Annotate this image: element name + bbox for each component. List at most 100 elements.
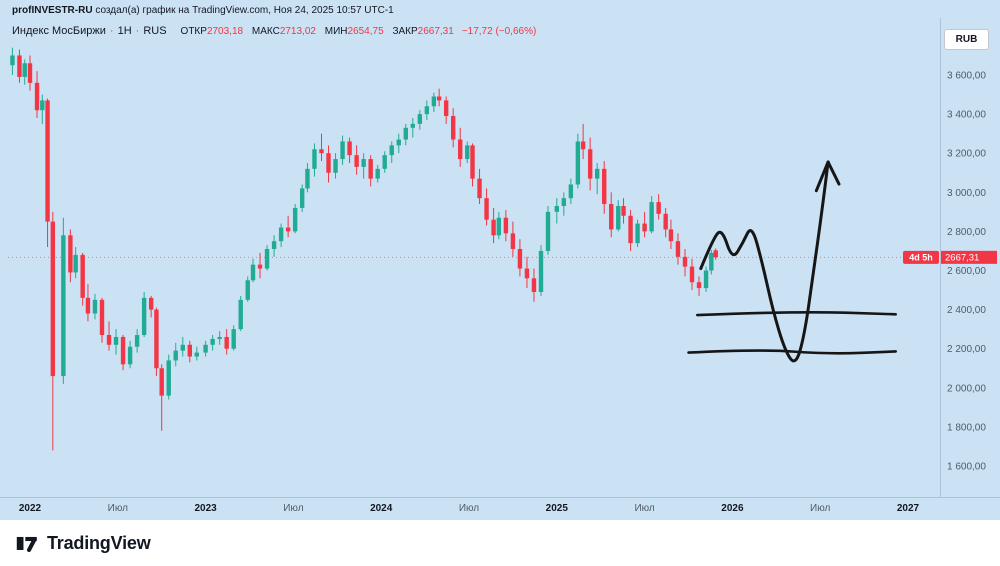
attribution-text: создал(а) график на TradingView.com, Ноя… <box>92 5 394 16</box>
candle <box>361 153 366 179</box>
candle <box>496 211 502 240</box>
price-axis-label: 3 200,00 <box>947 149 986 160</box>
time-axis-label: Июл <box>810 503 830 514</box>
candle <box>375 164 380 183</box>
candle <box>231 325 236 351</box>
time-axis-label: Июл <box>459 503 479 514</box>
candle <box>292 204 298 234</box>
price-axis-label: 2 800,00 <box>947 227 986 238</box>
candle <box>250 258 256 283</box>
price-axis-label: 1 800,00 <box>947 422 986 433</box>
candle <box>99 297 105 343</box>
hand-drawn-annotation <box>687 160 898 363</box>
candle <box>27 55 33 91</box>
market-label: RUS <box>143 25 167 37</box>
candle <box>45 98 50 248</box>
author-name: profINVESTR-RU <box>12 5 93 16</box>
candle <box>106 321 112 351</box>
candle <box>389 141 394 163</box>
candle <box>85 284 91 322</box>
tradingview-logo-icon[interactable] <box>14 530 40 556</box>
candle <box>217 331 222 345</box>
price-axis-label: 3 000,00 <box>947 188 986 199</box>
candle <box>628 209 633 251</box>
ohlc-values: ОТКР2703,18 МАКС2713,02 МИН2654,75 ЗАКР2… <box>175 26 454 37</box>
candle <box>127 340 133 369</box>
candle <box>656 194 661 220</box>
candlestick-series <box>10 47 718 451</box>
candle <box>668 219 674 249</box>
timeframe-label[interactable]: 1Н <box>117 25 132 37</box>
candle <box>524 256 530 289</box>
tradingview-wordmark[interactable]: TradingView <box>47 532 151 553</box>
arrow-head-barb <box>814 160 830 193</box>
time-axis-label: Июл <box>108 503 128 514</box>
candle <box>417 110 423 130</box>
time-axis-label: 2025 <box>546 503 569 514</box>
open-value: 2703,18 <box>206 25 244 37</box>
time-axis-label: 2022 <box>19 503 42 514</box>
projection-arrow-path <box>699 160 830 363</box>
candle <box>224 329 229 355</box>
bar-countdown-text: 4d 5h <box>909 252 933 262</box>
close-value: 2667,31 <box>417 25 454 37</box>
symbol-title[interactable]: Индекс МосБиржи <box>12 25 106 37</box>
current-price-badge <box>941 250 997 264</box>
candle <box>141 292 147 337</box>
candle <box>203 340 208 357</box>
candle <box>257 252 263 279</box>
time-axis-label: Июл <box>283 503 303 514</box>
price-axis-label: 2 200,00 <box>947 344 986 355</box>
candle <box>465 141 470 163</box>
open-label: ОТКР <box>180 25 207 37</box>
candle <box>159 364 164 431</box>
high-label: МАКС <box>251 25 280 37</box>
candle <box>61 217 66 384</box>
candle <box>382 151 387 173</box>
candle <box>436 88 442 107</box>
footer-bar: TradingView <box>0 520 1000 566</box>
candle <box>245 276 250 302</box>
candle <box>580 123 586 160</box>
time-axis-label: 2023 <box>194 503 217 514</box>
low-value: 2654,75 <box>347 25 384 37</box>
candle <box>545 205 551 255</box>
candle <box>609 192 614 238</box>
candle <box>73 247 78 279</box>
candle <box>594 162 600 195</box>
candle <box>649 196 654 234</box>
candle <box>517 239 523 277</box>
candle <box>602 161 607 214</box>
candle <box>285 215 291 238</box>
candle <box>531 268 537 302</box>
candle <box>689 258 695 291</box>
candle <box>154 307 159 377</box>
candle <box>682 248 688 277</box>
support-line <box>687 349 898 355</box>
candle <box>587 137 593 191</box>
price-axis-label: 3 400,00 <box>947 110 986 121</box>
low-label: МИН <box>324 25 348 37</box>
candle <box>403 123 408 146</box>
candle <box>80 252 85 306</box>
candle <box>368 155 373 187</box>
candle <box>238 295 243 332</box>
time-axis-label: 2024 <box>370 503 393 514</box>
currency-toggle-button[interactable]: RUB <box>944 29 989 50</box>
candle <box>713 248 718 260</box>
candle <box>354 145 359 175</box>
candle <box>10 47 15 75</box>
candle <box>642 211 647 238</box>
candle <box>333 153 338 179</box>
candle <box>675 233 681 265</box>
candle <box>22 59 27 85</box>
candle <box>166 354 171 400</box>
candle <box>187 340 192 363</box>
candle <box>470 143 475 187</box>
candle <box>443 96 449 124</box>
arrow-head-barb <box>826 160 841 186</box>
candle <box>340 135 345 165</box>
candle <box>621 198 626 224</box>
